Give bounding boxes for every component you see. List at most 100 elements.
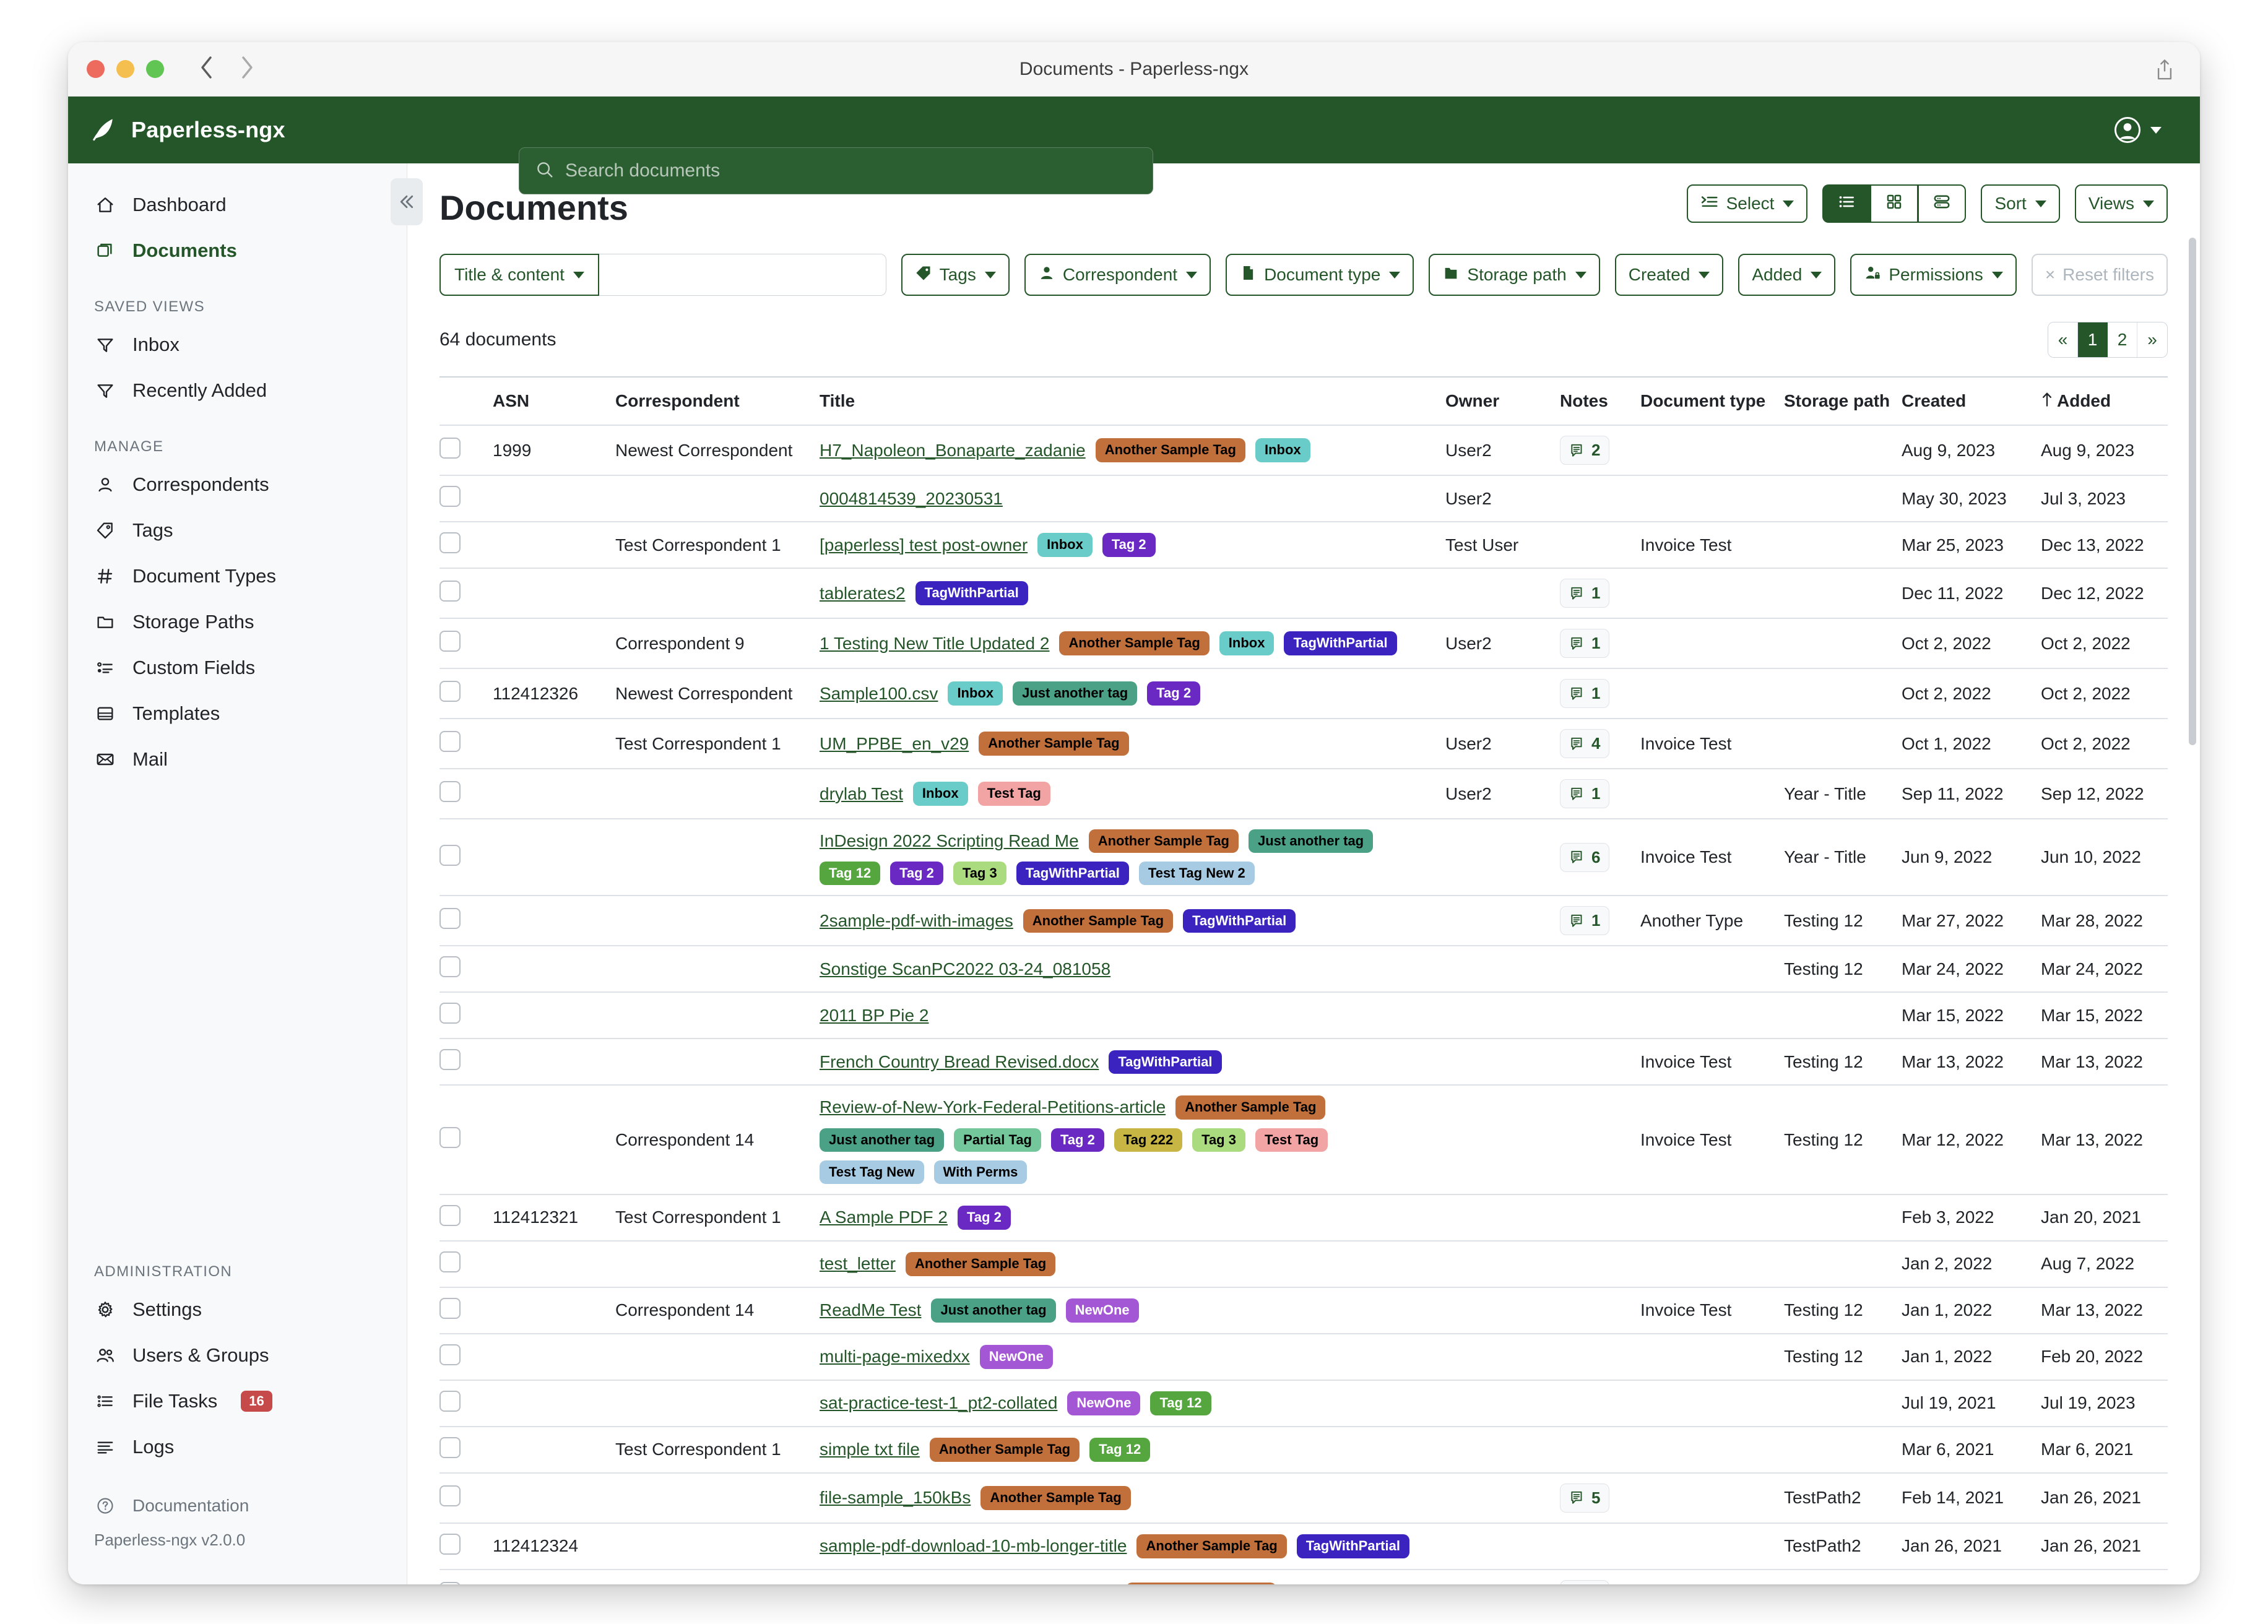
title-content-input[interactable] <box>599 254 886 296</box>
row-checkbox[interactable] <box>439 532 461 553</box>
brand-area[interactable]: Paperless-ngx <box>90 115 412 145</box>
sidebar-item-mail[interactable]: Mail <box>68 736 407 782</box>
document-title-link[interactable]: InDesign 2022 Scripting Read Me <box>820 831 1079 851</box>
table-row[interactable]: drylab Test Inbox Test Tag User2 1 Year - Tit… <box>439 769 2168 819</box>
row-checkbox-cell[interactable] <box>439 1085 493 1195</box>
tags-filter-button[interactable]: Tags <box>901 254 1010 296</box>
maximize-window-button[interactable] <box>146 60 164 78</box>
column-header-correspondent[interactable]: Correspondent <box>615 376 820 426</box>
row-checkbox[interactable] <box>439 1127 461 1149</box>
document-tag[interactable]: With Perms <box>933 1160 1028 1184</box>
document-title-link[interactable]: H7_Napoleon_Bonaparte_zadanie <box>820 440 1086 460</box>
document-tag[interactable]: Inbox <box>1037 533 1093 557</box>
row-checkbox[interactable] <box>439 631 461 652</box>
sidebar-item-storage-paths[interactable]: Storage Paths <box>68 599 407 645</box>
document-tag[interactable]: TagWithPartial <box>915 581 1028 605</box>
notes-badge[interactable]: 1 <box>1560 779 1610 808</box>
column-header-notes[interactable]: Notes <box>1560 376 1640 426</box>
document-tag[interactable]: Just another tag <box>820 1128 945 1152</box>
views-button[interactable]: Views <box>2074 184 2168 223</box>
pagination-page-2[interactable]: 2 <box>2108 322 2137 357</box>
row-checkbox-cell[interactable] <box>439 1039 493 1086</box>
row-checkbox-cell[interactable] <box>439 1522 493 1570</box>
sidebar-item-recently-added[interactable]: Recently Added <box>68 368 407 413</box>
document-tag[interactable]: Another Sample Tag <box>1095 438 1245 462</box>
row-checkbox-cell[interactable] <box>439 896 493 947</box>
row-checkbox-cell[interactable] <box>439 819 493 897</box>
select-all-header[interactable] <box>439 376 493 426</box>
document-tag[interactable]: Another Sample Tag <box>1136 1534 1287 1558</box>
document-title-link[interactable]: UM_PPBE_en_v29 <box>820 733 969 753</box>
document-title-link[interactable]: 1 Testing New Title Updated 2 <box>820 633 1050 653</box>
table-row[interactable]: 0004814539_20230531 User2 May 30, 2023 Jul … <box>439 475 2168 522</box>
sidebar-item-dashboard[interactable]: Dashboard <box>68 182 407 228</box>
document-title-link[interactable]: sample-pdf-download-10-mb-longer-title <box>820 1536 1127 1556</box>
row-checkbox[interactable] <box>439 1003 461 1024</box>
minimize-window-button[interactable] <box>116 60 134 78</box>
document-tag[interactable]: Inbox <box>1255 438 1310 462</box>
added-filter-button[interactable]: Added <box>1738 254 1836 296</box>
document-tag[interactable]: Another Sample Tag <box>1023 909 1174 933</box>
document-tag[interactable]: Test Tag <box>977 782 1050 806</box>
user-menu[interactable] <box>2113 116 2162 144</box>
table-row[interactable]: Correspondent 14 Review-of-New-York-Feder… <box>439 1085 2168 1195</box>
back-button[interactable] <box>199 54 215 84</box>
sidebar-item-logs[interactable]: Logs <box>68 1424 407 1470</box>
notes-badge[interactable]: 2 <box>1560 436 1610 465</box>
sidebar-collapse-button[interactable] <box>391 178 423 225</box>
table-row[interactable]: 2sample-pdf-with-images Another Sample Ta… <box>439 896 2168 947</box>
title-content-dropdown-button[interactable]: Title & content <box>439 254 599 296</box>
table-row[interactable]: Test Correspondent 1 UM_PPBE_en_v29 Anothe… <box>439 719 2168 769</box>
reset-filters-button[interactable]: × Reset filters <box>2031 254 2168 296</box>
row-checkbox[interactable] <box>439 1344 461 1365</box>
table-row[interactable]: French Country Bread Revised.docx TagWith… <box>439 1039 2168 1086</box>
sidebar-item-file-tasks[interactable]: File Tasks 16 <box>68 1378 407 1424</box>
document-tag[interactable]: Tag 3 <box>953 862 1006 886</box>
row-checkbox[interactable] <box>439 1204 461 1226</box>
pagination-first-button[interactable]: « <box>2048 322 2078 357</box>
row-checkbox-cell[interactable] <box>439 1380 493 1427</box>
storage-path-filter-button[interactable]: Storage path <box>1429 254 1600 296</box>
document-tag[interactable]: Tag 2 <box>1147 681 1201 706</box>
table-row[interactable]: file-sample_150kBs Another Sample Tag 5 Tes… <box>439 1472 2168 1524</box>
table-row[interactable]: 112412326 Newest Correspondent Sample100.c… <box>439 668 2168 719</box>
sidebar-item-documentation[interactable]: Documentation <box>68 1486 407 1526</box>
document-title-link[interactable]: Sample100.csv <box>820 683 938 703</box>
document-tag[interactable]: Tag 3 <box>1192 1128 1245 1152</box>
notes-badge[interactable]: 6 <box>1560 842 1610 872</box>
table-row[interactable]: InDesign 2022 Scripting Read Me Another S… <box>439 819 2168 897</box>
row-checkbox[interactable] <box>439 1251 461 1272</box>
table-row[interactable]: Sonstige ScanPC2022 03-24_081058 Testing … <box>439 946 2168 993</box>
document-tag[interactable]: Inbox <box>912 782 968 806</box>
row-checkbox[interactable] <box>439 1297 461 1319</box>
document-tag[interactable]: Test Tag New 2 <box>1138 862 1255 886</box>
row-checkbox-cell[interactable] <box>439 946 493 993</box>
column-header-owner[interactable]: Owner <box>1445 376 1560 426</box>
document-tag[interactable]: Tag 2 <box>1102 533 1156 557</box>
document-title-link[interactable]: drylab Test <box>820 784 903 803</box>
document-tag[interactable]: Another Sample Tag <box>929 1438 1080 1462</box>
pagination-last-button[interactable]: » <box>2137 322 2167 357</box>
notes-badge[interactable]: 5 <box>1560 1483 1610 1513</box>
search-input[interactable] <box>564 160 1136 182</box>
row-checkbox[interactable] <box>439 486 461 507</box>
document-title-link[interactable]: 2011 BP Pie 2 <box>820 1005 929 1025</box>
notes-badge[interactable]: 1 <box>1560 906 1610 936</box>
sidebar-item-inbox[interactable]: Inbox <box>68 322 407 368</box>
document-tag[interactable]: Tag 12 <box>1089 1438 1151 1462</box>
document-tag[interactable]: Tag 2 <box>1051 1128 1104 1152</box>
document-tag[interactable]: Another Sample Tag <box>979 732 1129 756</box>
row-checkbox-cell[interactable] <box>439 1240 493 1288</box>
document-title-link[interactable]: test_letter <box>820 1254 896 1274</box>
document-tag[interactable]: Another Sample Tag <box>1175 1095 1326 1120</box>
document-title-link[interactable]: Sonstige ScanPC2022 03-24_081058 <box>820 959 1111 978</box>
row-checkbox-cell[interactable] <box>439 522 493 569</box>
notes-badge[interactable]: 1 <box>1560 629 1610 658</box>
notes-badge[interactable]: 1 <box>1560 579 1610 608</box>
row-checkbox-cell[interactable] <box>439 1333 493 1381</box>
row-checkbox-cell[interactable] <box>439 1569 493 1584</box>
sidebar-item-document-types[interactable]: Document Types <box>68 553 407 599</box>
document-tag[interactable]: Another Sample Tag <box>1059 631 1210 655</box>
row-checkbox-cell[interactable] <box>439 992 493 1040</box>
